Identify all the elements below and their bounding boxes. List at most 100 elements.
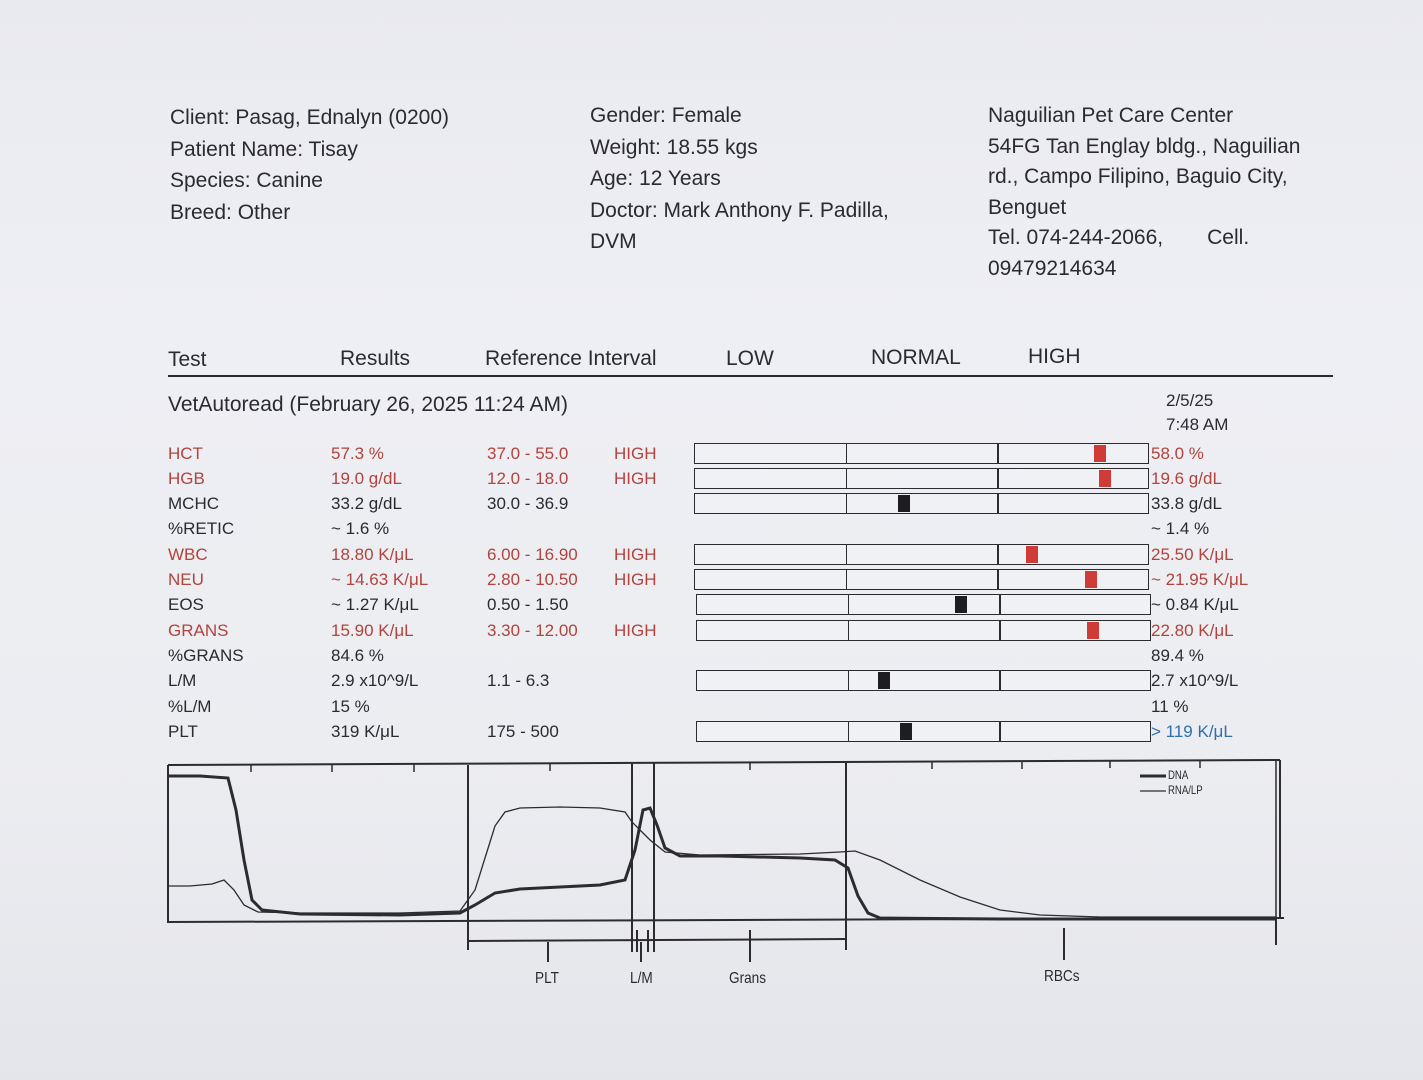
reference-interval: 1.1 - 6.3 [487,671,550,690]
flag-label: HIGH [614,621,657,640]
range-divider [847,595,850,614]
range-bar [696,721,1151,742]
previous-result: 11 % [1151,697,1189,716]
reference-interval: 12.0 - 18.0 [487,469,569,488]
range-marker [1098,470,1111,487]
previous-result: > 119 K/μL [1151,722,1233,741]
test-result: 18.80 K/μL [331,545,414,564]
test-result: 33.2 g/dL [331,494,402,513]
test-result: 57.3 % [331,444,384,463]
col-normal: NORMAL [871,346,961,369]
client-info: Client: Pasag, Ednalyn (0200) Patient Na… [170,102,449,228]
test-name: EOS [168,595,204,614]
range-divider [845,469,848,488]
test-result: 319 K/μL [331,722,400,741]
range-divider [997,494,999,513]
range-bar [694,493,1149,514]
test-name: NEU [168,570,204,589]
range-divider [845,494,848,513]
age: Age: 12 Years [590,167,721,190]
range-marker [898,495,911,512]
patient-name: Patient Name: Tisay [170,137,358,161]
range-divider [997,469,999,488]
species: Species: Canine [170,169,323,192]
range-bar [694,443,1149,464]
hist-label-grans: Grans [729,970,767,987]
flag-label: HIGH [614,570,657,589]
test-result: ~ 1.27 K/μL [331,595,419,614]
hist-label-plt: PLT [535,970,559,987]
range-marker [1084,571,1097,588]
doctor-title: DVM [590,230,637,253]
test-name: WBC [168,545,208,564]
previous-result: 33.8 g/dL [1151,494,1222,513]
hist-label-lm: L/M [630,970,653,987]
dna-curve [168,774,1276,921]
previous-result: 22.80 K/μL [1151,621,1234,640]
flag-label: HIGH [614,469,657,488]
patient-details: Gender: Female Weight: 18.55 kgs Age: 12… [590,100,889,258]
col-results: Results [340,347,411,370]
range-bar [696,670,1151,691]
reference-interval: 0.50 - 1.50 [487,595,569,614]
range-divider [997,545,999,564]
test-name: PLT [168,722,198,741]
header-rule [168,375,1333,377]
test-name: HCT [168,444,203,463]
previous-result: ~ 0.84 K/μL [1151,595,1239,614]
breed: Breed: Other [170,200,291,224]
doctor: Doctor: Mark Anthony F. Padilla, [590,198,889,222]
range-marker [1086,622,1099,639]
rna-lp-curve [168,806,1276,918]
range-bar [696,620,1151,641]
histogram-legend [1140,774,1166,792]
run-title: VetAutoread (February 26, 2025 11:24 AM) [168,393,569,416]
test-name: %RETIC [168,519,235,538]
range-divider [847,671,850,690]
range-divider [997,444,999,463]
prev-date: 2/5/25 [1166,391,1214,410]
col-low: LOW [726,347,774,370]
range-divider [845,545,848,564]
legend-rna-label: RNA/LP [1168,783,1203,797]
range-bar [694,569,1149,590]
clinic-address-3: Benguet [988,195,1067,219]
flag-label: HIGH [614,545,657,564]
test-name: %L/M [168,697,212,716]
hist-label-rbcs: RBCs [1044,968,1080,985]
client-name: Client: Pasag, Ednalyn (0200) [170,106,449,129]
reference-interval: 3.30 - 12.00 [487,621,578,640]
range-divider [999,671,1001,690]
histogram-frame [166,759,1285,962]
test-name: GRANS [168,621,229,640]
range-divider [845,570,848,589]
range-marker [1025,546,1038,563]
clinic-name: Naguilian Pet Care Center [988,104,1234,127]
test-result: 19.0 g/dL [331,469,402,488]
test-name: HGB [168,469,205,488]
range-marker [954,596,967,613]
range-divider [999,621,1001,640]
col-high: HIGH [1028,345,1081,368]
range-bar [694,544,1149,565]
reference-interval: 175 - 500 [487,722,559,741]
col-test: Test [168,348,207,371]
test-result: 84.6 % [331,646,384,665]
range-bar [694,468,1149,489]
previous-result: 19.6 g/dL [1151,469,1222,488]
test-name: L/M [168,671,197,690]
legend-dna-label: DNA [1168,768,1189,782]
range-divider [997,570,999,589]
range-marker [877,672,890,689]
test-result: 15 % [331,697,370,716]
range-divider [847,722,850,741]
range-marker [1093,445,1106,462]
histogram-ticks [250,760,1201,772]
col-reference: Reference Interval [485,347,657,370]
clinic-address-1: 54FG Tan Englay bldg., Naguilian [988,134,1301,158]
test-result: ~ 14.63 K/μL [331,570,429,589]
range-divider [999,595,1001,614]
range-divider [845,444,848,463]
range-bar [696,594,1151,615]
